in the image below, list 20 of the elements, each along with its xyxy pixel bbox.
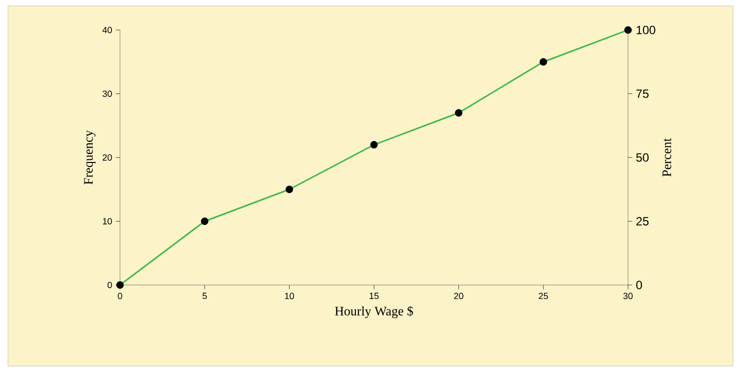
x-tick-label: 20 <box>454 292 464 300</box>
x-tick-label: 10 <box>285 292 294 300</box>
y2-tick-label: 50 <box>636 153 649 162</box>
y2-tick-label: 0 <box>636 280 642 290</box>
y-tick-label: 40 <box>102 26 112 34</box>
y-tick-label: 20 <box>102 154 112 161</box>
x-tick-label: 25 <box>538 292 548 300</box>
x-tick-label: 5 <box>202 292 207 300</box>
y2-axis-title: Percent <box>662 138 672 177</box>
x-axis-title: Hourly Wage $ <box>334 306 414 318</box>
x-tick-label: 0 <box>118 292 122 300</box>
y-tick-label: 30 <box>102 90 112 97</box>
y-axis-title: Frequency <box>84 130 96 184</box>
y2-tick-label: 100 <box>636 26 656 34</box>
y2-tick-label: 75 <box>636 90 649 98</box>
x-tick-label: 15 <box>370 292 379 300</box>
y-tick-label: 10 <box>102 218 112 224</box>
y2-tick-label: 25 <box>636 217 649 226</box>
y-tick-label: 0 <box>108 282 112 288</box>
x-tick-label: 30 <box>623 292 633 300</box>
